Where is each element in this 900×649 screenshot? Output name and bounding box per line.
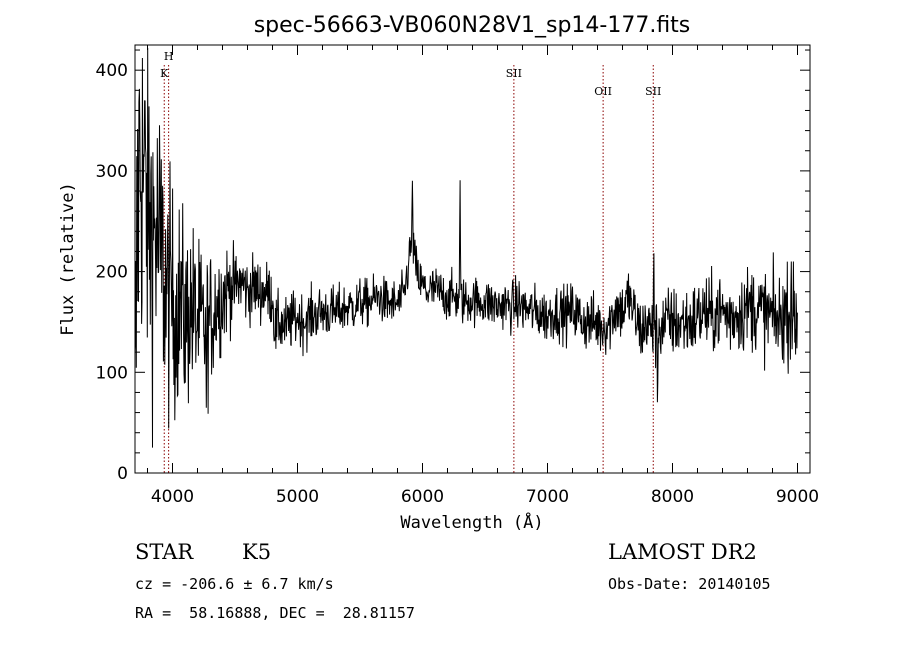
x-tick-label: 4000 (151, 487, 194, 507)
radec-readout: RA = 58.16888, DEC = 28.81157 (135, 604, 415, 622)
marker-label-k: K (160, 67, 169, 80)
spectrum-line (134, 47, 798, 448)
spectrum-plot (134, 47, 798, 448)
x-tick-label: 8000 (651, 487, 694, 507)
x-tick-label: 9000 (776, 487, 819, 507)
x-tick-label: 7000 (526, 487, 569, 507)
cz-readout: cz = -206.6 ± 6.7 km/s (135, 575, 334, 593)
y-tick-label: 0 (117, 464, 128, 484)
y-tick-label: 300 (96, 162, 128, 182)
x-axis-label: Wavelength (Å) (400, 511, 543, 533)
marker-label-oii: OII (594, 85, 612, 98)
y-tick-label: 200 (96, 263, 128, 283)
marker-label-sii: SII (506, 67, 522, 80)
y-tick-label: 400 (96, 61, 128, 81)
y-axis-ticks: 0 100 200 300 400 (96, 49, 810, 484)
subclass: K5 (242, 540, 272, 564)
y-axis-label: Flux (relative) (58, 182, 78, 336)
object-type: STAR (135, 540, 194, 564)
marker-label-sii: SII (645, 85, 661, 98)
x-tick-label: 5000 (276, 487, 319, 507)
marker-label-h: H (164, 50, 174, 63)
x-axis-ticks: 4000 5000 6000 7000 8000 9000 (147, 45, 819, 507)
y-tick-label: 100 (96, 363, 128, 383)
x-tick-label: 6000 (401, 487, 444, 507)
survey-label: LAMOST DR2 (608, 540, 757, 564)
chart-title: spec-56663-VB060N28V1_sp14-177.fits (254, 13, 691, 38)
obs-date: Obs-Date: 20140105 (608, 575, 771, 593)
